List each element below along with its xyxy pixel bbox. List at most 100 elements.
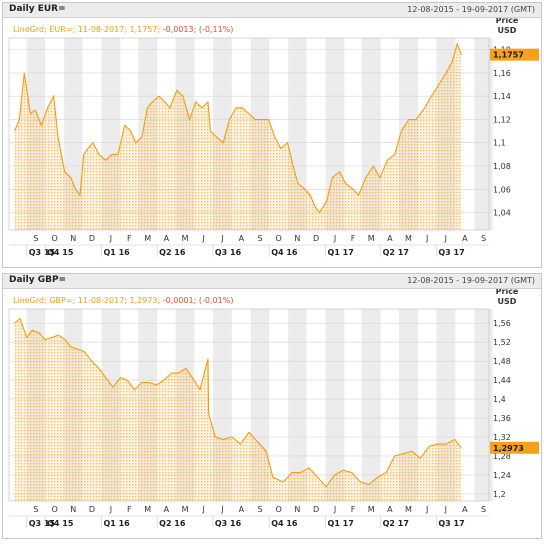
y-tick-label: 1,52 [493,338,511,347]
month-tick-label: S [481,505,486,514]
quarter-tick-label: Q1 17 [328,519,354,528]
month-tick-label: A [387,234,393,243]
legend-text: LineGrd; GBP=; 11-08-2017; 1,2973; -0,00… [13,296,233,305]
quarter-tick-label: Q3 15 [29,248,56,257]
month-tick-label: M [144,234,151,243]
y-tick-label: 1,36 [493,414,511,423]
quarter-tick-label: Q3 17 [438,248,464,257]
eur-chart-title: Daily EUR= [9,4,66,14]
month-tick-label: N [294,505,300,514]
legend-item: LineGrd; EUR=; [13,25,78,34]
month-tick-label: O [276,234,282,243]
month-tick-label: O [51,234,57,243]
month-tick-label: J [220,505,223,514]
y-tick-label: 1,1 [493,139,506,148]
month-tick-label: D [89,505,95,514]
y-tick-label: 1,44 [493,376,511,385]
gbp-chart-panel: Daily GBP= 12-08-2015 - 19-09-2017 (GMT)… [2,273,542,539]
month-tick-label: M [368,234,375,243]
month-tick-label: N [70,234,76,243]
gbp-date-range: 12-08-2015 - 19-09-2017 (GMT) [407,276,535,285]
month-tick-label: J [425,505,428,514]
month-tick-label: D [313,505,319,514]
series-area-dots [14,43,462,230]
quarter-tick-label: Q3 16 [215,248,242,257]
month-band [288,309,307,501]
y-tick-label: 1,08 [493,162,511,171]
month-tick-label: J [202,505,205,514]
month-tick-label: A [387,505,393,514]
month-tick-label: M [182,505,189,514]
quarter-tick-label: Q4 16 [271,519,298,528]
eur-title-bar: Daily EUR= 12-08-2015 - 19-09-2017 (GMT) [3,3,541,18]
legend-item: LineGrd; GBP=; [13,296,78,305]
gbp-price-chart[interactable]: 1,2 1,24 1,28 1,32 1,36 1,4 1,44 1,48 1,52 1,56 Pr… [3,289,541,538]
month-tick-label: J [333,234,336,243]
y-axis-label: Price [496,18,519,25]
legend-item: -0,0001; [163,296,199,305]
month-tick-label: O [51,505,57,514]
month-tick-label: J [220,234,223,243]
month-tick-label: J [425,234,428,243]
eur-price-chart[interactable]: 1,041,061,081,11,121,141,161,18PriceUSD1… [3,18,541,267]
month-tick-label: F [351,234,356,243]
month-tick-label: J [109,234,112,243]
y-tick-label: 1,12 [493,115,511,124]
y-axis-label: USD [498,26,517,35]
month-tick-label: M [144,505,151,514]
legend-item: -0,0013; [163,25,199,34]
y-tick-label: 1,32 [493,433,511,442]
quarter-tick-label: Q1 16 [103,248,130,257]
month-band [474,309,493,501]
y-tick-label: 1,24 [493,471,511,480]
month-band [325,309,345,501]
plot-frame [8,37,490,231]
quarter-tick-label: Q3 17 [438,519,464,528]
quarter-tick-label: Q4 15 [47,519,74,528]
month-tick-label: M [405,234,412,243]
last-value-box [490,441,539,454]
month-tick-label: S [33,505,38,514]
legend-item: 1,2973; [130,296,163,305]
y-tick-label: 1,04 [493,209,511,218]
month-tick-label: J [444,505,447,514]
month-tick-label: F [127,505,132,514]
month-tick-label: J [109,505,112,514]
month-tick-label: M [405,505,412,514]
month-tick-label: A [164,505,170,514]
series-area-dots [14,318,462,501]
month-band [361,309,381,501]
month-tick-label: D [89,234,95,243]
month-tick-label: A [239,234,245,243]
quarter-tick-label: Q2 16 [159,519,186,528]
month-tick-label: J [444,234,447,243]
plot-frame [8,308,490,502]
y-tick-label: 1,14 [493,92,511,101]
y-tick-label: 1,16 [493,69,511,78]
month-tick-label: A [462,505,468,514]
y-tick-label: 1,2 [493,490,506,499]
month-tick-label: S [33,234,38,243]
month-tick-label: N [294,234,300,243]
quarter-tick-label: Q2 17 [383,519,409,528]
last-value-label: 1,1757 [493,51,524,60]
month-tick-label: M [368,505,375,514]
y-tick-label: 1,4 [493,395,506,404]
month-tick-label: F [127,234,132,243]
quarter-tick-label: Q3 15 [29,519,56,528]
legend-text: LineGrd; EUR=; 11-08-2017; 1,1757; -0,00… [13,25,233,34]
y-tick-label: 1,56 [493,319,511,328]
last-value-box [490,48,539,61]
series-line [13,42,462,214]
month-band [474,38,493,230]
eur-date-range: 12-08-2015 - 19-09-2017 (GMT) [407,5,535,14]
eur-chart-panel: Daily EUR= 12-08-2015 - 19-09-2017 (GMT)… [2,2,542,268]
y-tick-label: 1,28 [493,452,511,461]
quarter-tick-label: Q1 17 [328,248,354,257]
quarter-tick-label: Q1 16 [103,519,130,528]
month-tick-label: O [276,505,282,514]
last-value-label: 1,2973 [493,444,524,453]
quarter-tick-label: Q2 17 [383,248,409,257]
month-tick-label: D [313,234,319,243]
legend-item: 11-08-2017; [78,25,130,34]
